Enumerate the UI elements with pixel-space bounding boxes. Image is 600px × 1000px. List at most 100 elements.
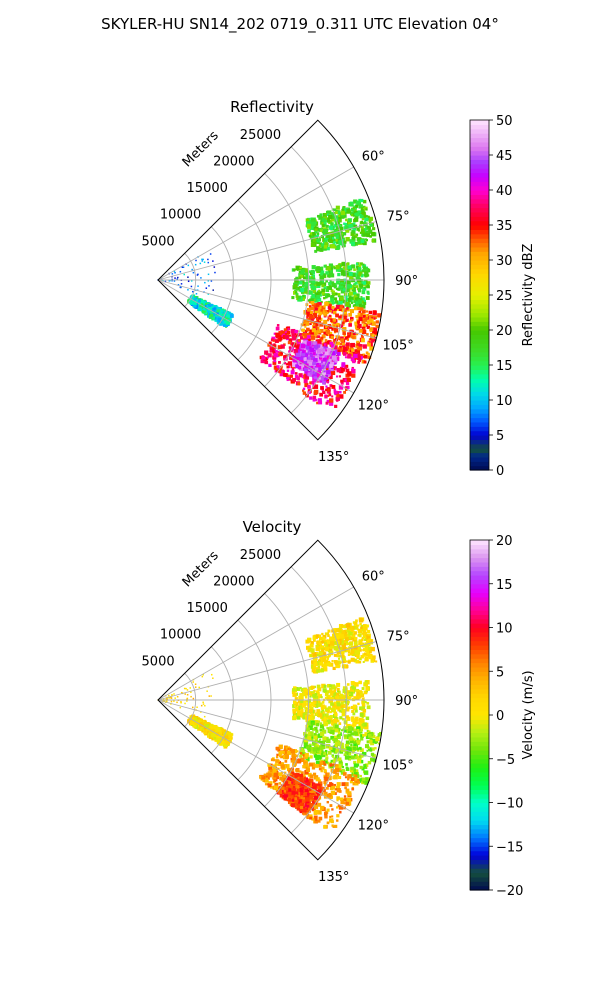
echo-pixel [336, 689, 340, 693]
echo-pixel [303, 778, 306, 781]
echo-pixel [301, 328, 306, 332]
echo-pixel [367, 646, 372, 651]
echo-pixel [330, 707, 336, 713]
echo-pixel [362, 630, 366, 634]
echo-pixel [371, 747, 375, 751]
echo-pixel [295, 280, 300, 285]
echo-pixel [295, 265, 300, 271]
echo-pixel [328, 794, 333, 800]
echo-pixel [290, 803, 295, 808]
echo-pixel [358, 660, 362, 664]
echo-pixel [280, 346, 284, 349]
echo-pixel [293, 709, 296, 712]
echo-pixel [304, 325, 307, 328]
echo-pixel [311, 766, 316, 770]
echo-pixel [290, 781, 293, 784]
echo-pixel [313, 330, 318, 336]
echo-pixel [288, 350, 291, 353]
echo-pixel [314, 355, 319, 360]
echo-pixel [331, 785, 336, 790]
echo-pixel [328, 286, 333, 290]
echo-pixel [267, 763, 271, 767]
echo-pixel [275, 759, 279, 763]
echo-pixel [310, 746, 315, 752]
echo-pixel [335, 245, 340, 251]
echo-pixel [342, 772, 347, 776]
echo-pixel [338, 657, 341, 660]
echo-pixel [354, 732, 358, 736]
echo-pixel [339, 308, 342, 312]
echo-pixel [315, 326, 318, 329]
echo-pixel [311, 303, 316, 307]
echo-pixel [309, 774, 314, 779]
echo-pixel [290, 329, 295, 334]
echo-pixel [319, 731, 325, 737]
colorbar-segment [470, 150, 489, 156]
echo-pixel [330, 298, 335, 303]
echo-pixel [319, 275, 324, 280]
echo-pixel [332, 628, 336, 632]
echo-pixel [321, 760, 326, 765]
echo-pixel [197, 273, 199, 276]
echo-pixel [340, 336, 344, 340]
echo-pixel [299, 807, 303, 812]
echo-pixel [319, 322, 324, 327]
echo-pixel [342, 686, 348, 691]
echo-pixel [322, 228, 328, 234]
echo-pixel [351, 348, 355, 352]
echo-pixel [275, 332, 280, 338]
echo-pixel [349, 739, 354, 744]
echo-pixel [293, 686, 297, 690]
echo-pixel [315, 329, 318, 332]
echo-pixel [329, 639, 332, 643]
echo-pixel [371, 316, 374, 319]
echo-pixel [330, 244, 335, 249]
echo-pixel [342, 661, 345, 664]
echo-pixel [314, 307, 318, 311]
echo-pixel [313, 298, 316, 301]
echo-pixel [348, 284, 353, 288]
echo-pixel [330, 318, 334, 323]
echo-pixel [303, 761, 307, 765]
echo-pixel [316, 247, 321, 252]
echo-pixel [274, 763, 278, 766]
echo-pixel [316, 376, 320, 380]
colorbar-tick-label: 45 [496, 149, 513, 164]
colorbar-tick-label: 50 [496, 114, 513, 129]
echo-pixel [295, 276, 299, 280]
echo-pixel [330, 217, 335, 222]
echo-pixel [366, 274, 370, 277]
echo-pixel [311, 685, 315, 690]
echo-pixel [328, 301, 331, 305]
echo-pixel [353, 224, 358, 229]
echo-pixel [335, 785, 340, 790]
echo-pixel [310, 738, 314, 742]
echo-pixel [312, 398, 316, 402]
echo-pixel [353, 640, 358, 645]
echo-pixel [326, 341, 331, 345]
echo-pixel [317, 745, 322, 749]
echo-pixel [352, 649, 357, 654]
echo-pixel [299, 266, 302, 270]
echo-pixel [344, 629, 348, 633]
echo-pixel [284, 334, 289, 339]
echo-pixel [345, 381, 350, 386]
echo-pixel [369, 315, 373, 319]
echo-pixel [345, 319, 348, 322]
echo-pixel [326, 793, 331, 798]
echo-pixel [287, 376, 290, 380]
echo-pixel [335, 304, 341, 310]
echo-pixel [344, 301, 350, 307]
echo-pixel [355, 215, 359, 219]
echo-pixel [313, 815, 318, 820]
echo-pixel [280, 352, 284, 355]
echo-pixel [328, 225, 334, 230]
echo-pixel [360, 207, 364, 210]
echo-pixel [301, 389, 305, 392]
echo-pixel [351, 202, 354, 205]
echo-pixel [320, 696, 323, 699]
echo-pixel [274, 782, 279, 787]
echo-pixel [273, 343, 276, 346]
echo-pixel [285, 326, 289, 330]
